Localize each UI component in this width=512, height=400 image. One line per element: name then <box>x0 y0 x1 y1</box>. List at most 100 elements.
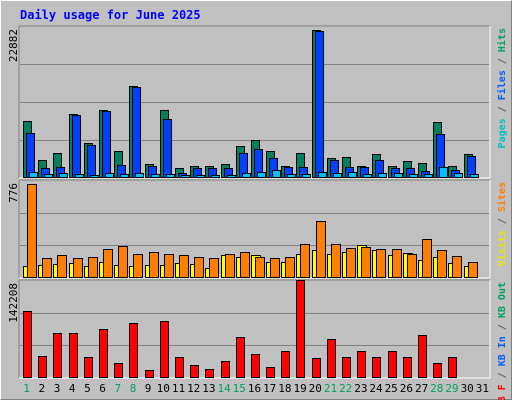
legend-entry: / <box>497 318 508 336</box>
bar-kb-f <box>190 365 199 378</box>
bar-kb-f <box>38 356 47 378</box>
bar-sites <box>57 255 67 278</box>
x-tick-label: 3 <box>54 382 61 395</box>
bar-files <box>163 119 172 178</box>
legend-entry: / <box>497 212 508 230</box>
bar-pages <box>302 174 311 178</box>
y-max-label: 776 <box>7 183 20 203</box>
bar-kb-f <box>357 351 366 378</box>
legend-entry: Hits <box>496 28 508 52</box>
bar-kb-f <box>160 321 169 378</box>
bar-sites <box>133 254 143 278</box>
x-tick-label: 23 <box>354 382 367 395</box>
x-tick-label: 31 <box>476 382 489 395</box>
bar-kb-f <box>175 357 184 378</box>
bar-sites <box>73 258 83 278</box>
bar-files <box>315 31 324 178</box>
x-tick-label: 12 <box>187 382 200 395</box>
bar-pages <box>196 175 205 178</box>
x-tick-label: 15 <box>233 382 246 395</box>
bar-kb-f <box>296 280 305 378</box>
legend-entry: / <box>497 52 508 70</box>
bar-sites <box>194 257 204 278</box>
chart-title: Daily usage for June 2025 <box>20 8 201 22</box>
bar-kb-f <box>281 351 290 378</box>
bar-pages <box>439 167 448 178</box>
bar-pages <box>272 170 281 178</box>
x-tick-label: 4 <box>69 382 76 395</box>
bar-pages <box>211 175 220 178</box>
x-tick-label: 8 <box>130 382 137 395</box>
bar-sites <box>468 262 478 278</box>
bar-sites <box>27 184 37 278</box>
x-tick-label: 19 <box>293 382 306 395</box>
bar-sites <box>300 244 310 278</box>
bar-pages <box>378 173 387 178</box>
bar-sites <box>331 244 341 278</box>
bar-sites <box>407 254 417 278</box>
bar-kb-f <box>145 370 154 378</box>
x-tick-label: 7 <box>114 382 121 395</box>
legend-entry: / <box>497 366 508 384</box>
bar-sites <box>285 257 295 278</box>
legend-entry: KB F <box>497 384 508 400</box>
bar-sites <box>225 254 235 278</box>
bar-kb-f <box>418 335 427 378</box>
bar-pages <box>394 173 403 178</box>
bar-pages <box>90 175 99 178</box>
legend-entry: Sites <box>496 182 508 212</box>
x-tick-label: 14 <box>217 382 231 395</box>
x-tick-label: 25 <box>385 382 398 395</box>
bar-kb-f <box>388 351 397 378</box>
bar-sites <box>118 246 128 278</box>
bar-kb-f <box>99 329 108 378</box>
bar-sites <box>437 250 447 278</box>
bar-kb-f <box>221 361 230 378</box>
bar-files <box>72 115 81 178</box>
bar-files <box>87 145 96 178</box>
x-tick-label: 20 <box>309 382 322 395</box>
x-tick-label: 5 <box>84 382 91 395</box>
bar-pages <box>454 173 463 178</box>
x-tick-label: 18 <box>278 382 291 395</box>
bar-kb-f <box>448 357 457 378</box>
bar-pages <box>257 172 266 178</box>
bar-pages <box>135 173 144 178</box>
bar-sites <box>255 257 265 278</box>
bar-kb-f <box>372 357 381 378</box>
bar-sites <box>179 255 189 278</box>
legend: Pages / Files / Hits <box>496 28 508 148</box>
x-tick-label: 27 <box>415 382 428 395</box>
bar-kb-f <box>433 363 442 378</box>
x-tick-label: 30 <box>461 382 474 395</box>
bar-pages <box>75 174 84 178</box>
bar-pages <box>29 172 38 178</box>
bar-sites <box>452 256 462 278</box>
bar-sites <box>392 249 402 278</box>
bar-sites <box>346 248 356 278</box>
legend-entry: KB Out <box>497 282 508 318</box>
legend: KB F / KB In / KB Out <box>497 282 508 400</box>
bar-sites <box>209 258 219 278</box>
bar-sites <box>164 254 174 278</box>
legend: Visits / Sites <box>496 182 508 266</box>
legend-entry: Visits <box>496 230 508 266</box>
bar-kb-f <box>84 357 93 378</box>
bar-pages <box>105 173 114 178</box>
x-tick-label: 29 <box>445 382 458 395</box>
bar-pages <box>470 174 479 178</box>
bar-pages <box>166 174 175 178</box>
bar-pages <box>242 173 251 178</box>
x-tick-label: 9 <box>145 382 152 395</box>
bar-files <box>132 87 141 178</box>
bar-kb-f <box>251 354 260 378</box>
legend-entry: KB In <box>497 336 508 366</box>
legend-entry: / <box>497 100 508 118</box>
bar-kb-f <box>205 369 214 378</box>
bar-pages <box>151 174 160 178</box>
bar-kb-f <box>236 337 245 378</box>
bar-sites <box>316 221 326 278</box>
legend-entry: Files <box>496 70 508 100</box>
x-tick-label: 28 <box>430 382 443 395</box>
